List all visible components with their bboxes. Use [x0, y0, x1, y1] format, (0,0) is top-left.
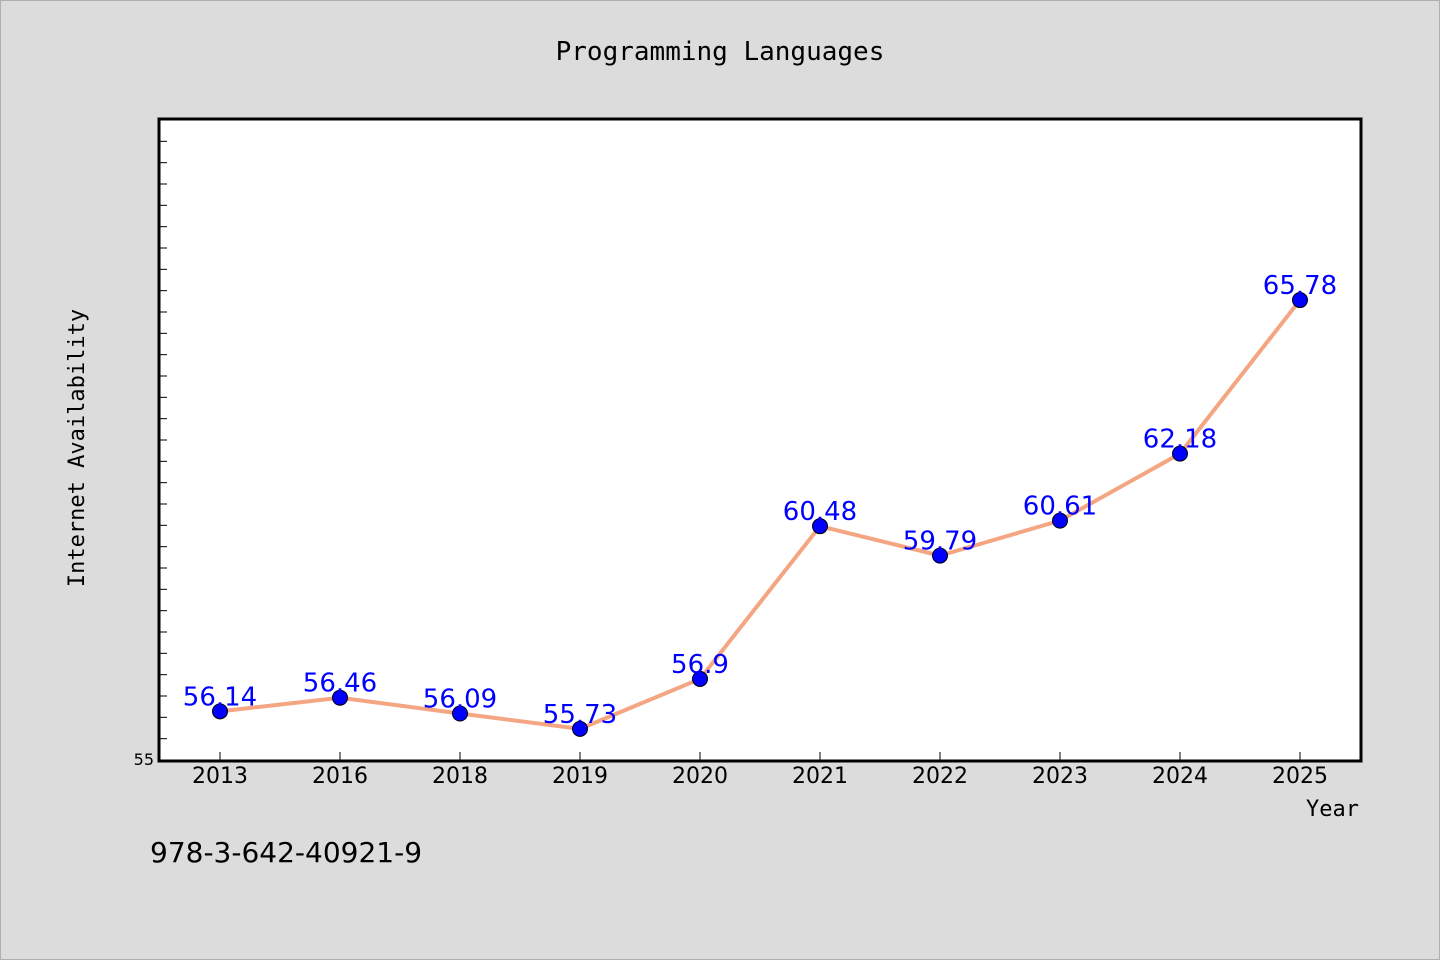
x-tick-label: 2020 [672, 764, 728, 789]
data-label: 59.79 [903, 527, 977, 557]
data-point [212, 703, 228, 720]
x-tick-label: 2022 [912, 764, 968, 789]
data-label: 56.9 [671, 650, 729, 680]
x-tick-label: 2023 [1032, 764, 1088, 789]
data-label: 56.46 [303, 669, 377, 699]
data-label: 65.78 [1263, 271, 1337, 301]
data-label: 56.14 [183, 682, 257, 712]
data-label: 55.73 [543, 700, 617, 730]
x-axis-ticks: 2013 2016 2018 2019 2020 2021 2022 2023 2024 2025 [192, 752, 1328, 789]
y-axis-ticks: 55 [134, 140, 167, 769]
chart-title: Programming Languages [556, 37, 885, 67]
x-tick-label: 2024 [1152, 764, 1208, 789]
data-point [932, 547, 948, 564]
x-axis-title: Year [1306, 797, 1359, 822]
data-point [332, 689, 348, 706]
x-tick-label: 2019 [552, 764, 608, 789]
data-label: 56.09 [423, 684, 497, 714]
series-line [219, 298, 1302, 731]
isbn-text: 978-3-642-40921-9 [150, 836, 422, 869]
data-point [1172, 445, 1188, 462]
x-tick-label: 2013 [192, 764, 248, 789]
y-tick-label: 55 [134, 750, 154, 769]
data-point [1292, 292, 1308, 309]
x-tick-label: 2018 [432, 764, 488, 789]
plot-area [157, 117, 1363, 763]
data-point [452, 705, 468, 722]
data-point [812, 518, 828, 535]
x-tick-label: 2025 [1272, 764, 1328, 789]
x-tick-label: 2021 [792, 764, 848, 789]
y-axis-title: Internet Availability [65, 309, 90, 587]
data-label: 62.18 [1143, 425, 1217, 455]
data-point [692, 670, 708, 687]
data-point [572, 720, 588, 737]
series-group: 56.14 56.46 56.09 55.73 56.9 60.48 59.79 60.61 6… [183, 271, 1337, 737]
data-label: 60.48 [783, 497, 857, 527]
data-label: 60.61 [1023, 492, 1097, 522]
data-point [1052, 512, 1068, 529]
x-tick-label: 2016 [312, 764, 368, 789]
